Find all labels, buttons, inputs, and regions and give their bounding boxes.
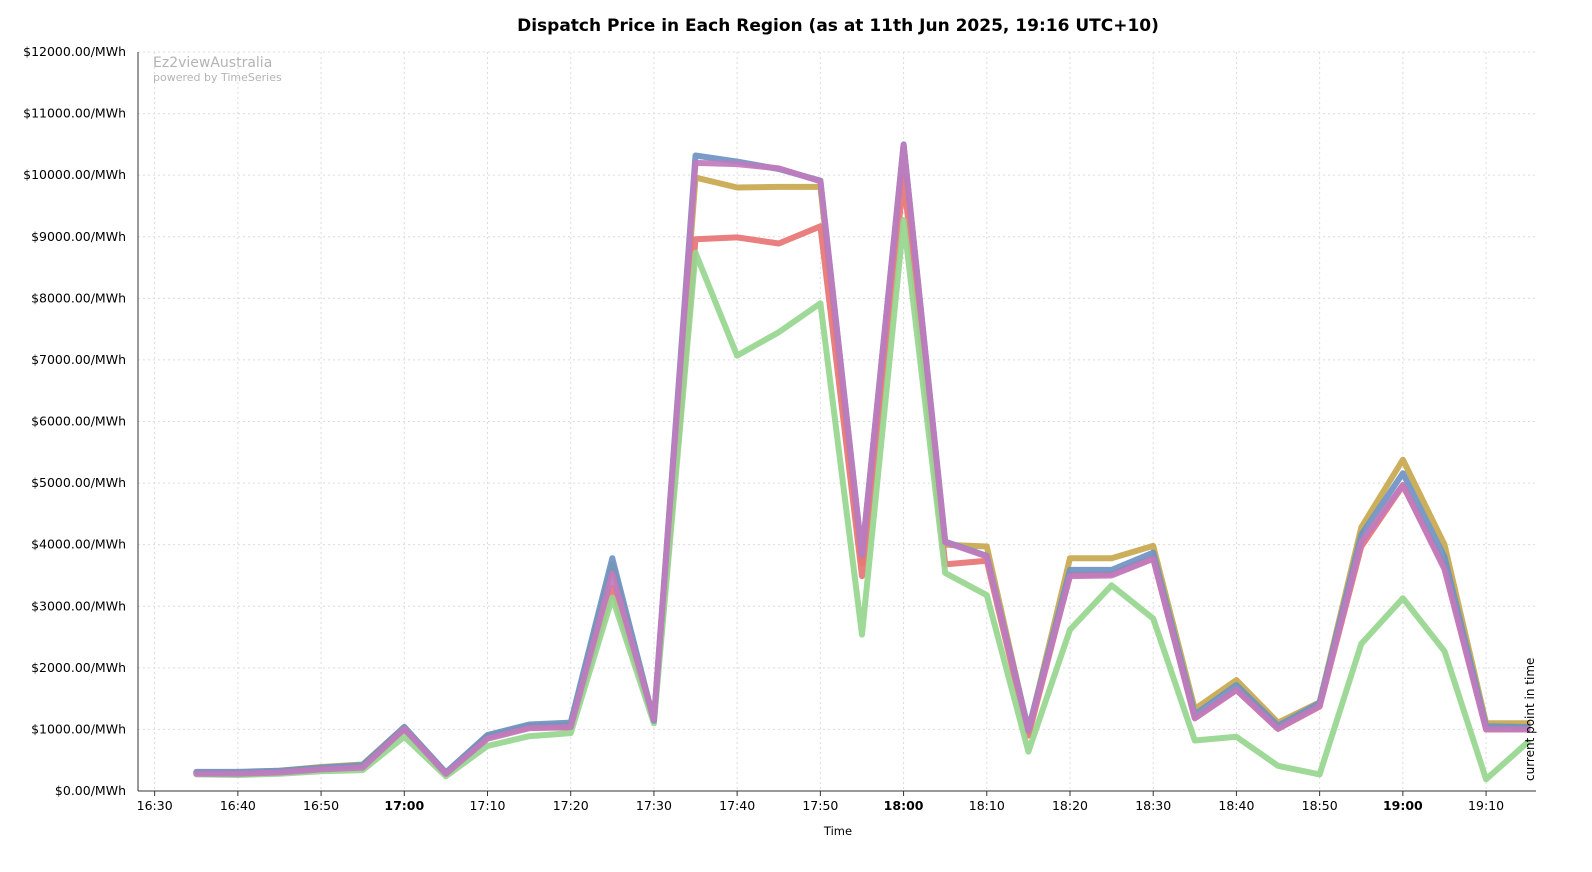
y-axis-ticks: $0.00/MWh $1000.00/MWh $2000.00/MWh $3000.0…: [23, 44, 126, 798]
y-tick-label: $10000.00/MWh: [23, 167, 126, 182]
x-tick-label: 17:30: [636, 798, 672, 813]
x-tick-label: 18:40: [1218, 798, 1254, 813]
y-tick-label: $11000.00/MWh: [23, 106, 126, 121]
x-tick-label: 16:40: [220, 798, 256, 813]
watermark-subtitle: powered by TimeSeries: [153, 71, 282, 84]
x-tick-label: 17:00: [384, 798, 424, 813]
x-axis-label: Time: [823, 824, 852, 838]
y-tick-label: $4000.00/MWh: [31, 537, 126, 552]
x-tick-label: 18:30: [1135, 798, 1171, 813]
x-axis-ticks: 16:30 16:40 16:50 17:00 17:10 17:20 17:30 17:40…: [137, 798, 1504, 813]
y-tick-label: $0.00/MWh: [55, 783, 126, 798]
x-tick-label: 16:30: [137, 798, 173, 813]
y-tick-label: $12000.00/MWh: [23, 44, 126, 59]
x-tick-label: 18:10: [969, 798, 1005, 813]
x-tick-label: 17:20: [553, 798, 589, 813]
y-tick-label: $3000.00/MWh: [31, 598, 126, 613]
x-tick-label: 18:20: [1052, 798, 1088, 813]
y-tick-label: $6000.00/MWh: [31, 414, 126, 429]
x-tick-label: 18:00: [884, 798, 924, 813]
y-tick-label: $7000.00/MWh: [31, 352, 126, 367]
y-tick-label: $2000.00/MWh: [31, 660, 126, 675]
chart-title: Dispatch Price in Each Region (as at 11t…: [517, 16, 1159, 36]
x-tick-label: 17:40: [719, 798, 755, 813]
current-point-label: current point in time: [1523, 658, 1537, 781]
series-line-5: [193, 142, 1531, 777]
axes: [137, 52, 1536, 796]
series-line-3: [193, 217, 1531, 783]
x-tick-label: 16:50: [303, 798, 339, 813]
y-tick-label: $5000.00/MWh: [31, 475, 126, 490]
x-tick-label: 19:00: [1383, 798, 1423, 813]
x-tick-label: 17:50: [802, 798, 838, 813]
watermark-title: Ez2viewAustralia: [153, 55, 272, 71]
y-tick-label: $1000.00/MWh: [31, 721, 126, 736]
x-tick-label: 17:10: [469, 798, 505, 813]
y-tick-label: $9000.00/MWh: [31, 229, 126, 244]
y-tick-label: $8000.00/MWh: [31, 290, 126, 305]
x-tick-label: 19:10: [1468, 798, 1504, 813]
series-lines: [193, 141, 1531, 783]
x-tick-label: 18:50: [1302, 798, 1338, 813]
grid: [138, 51, 1536, 791]
